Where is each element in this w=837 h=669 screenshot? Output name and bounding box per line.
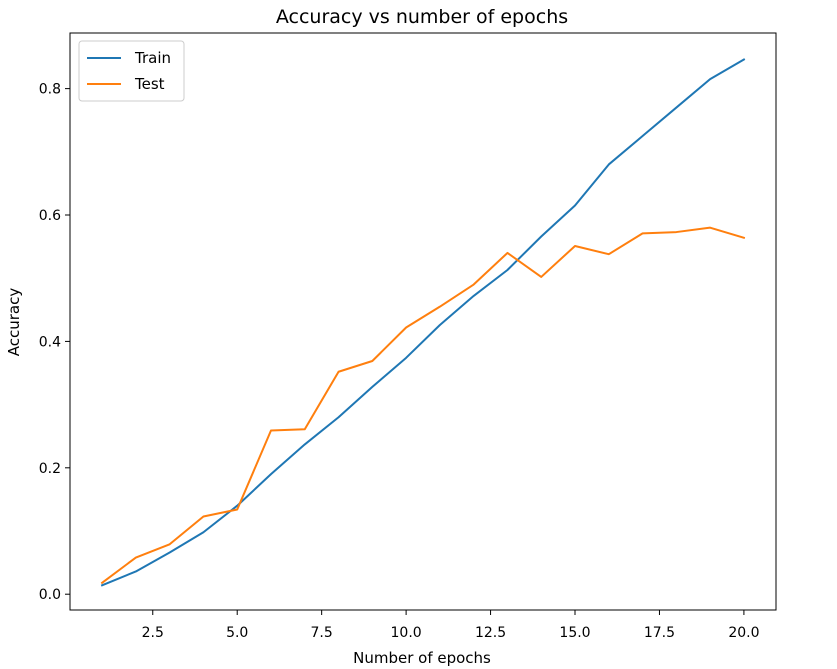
y-tick-label: 0.4 — [39, 334, 61, 350]
chart-title: Accuracy vs number of epochs — [276, 6, 568, 28]
series-line-test — [100, 226, 746, 585]
x-tick-label: 7.5 — [311, 625, 333, 641]
x-tick-label: 10.0 — [391, 625, 422, 641]
y-tick-label: 0.0 — [39, 587, 61, 603]
x-tick-label: 20.0 — [728, 625, 759, 641]
legend-test-label: Test — [134, 75, 165, 93]
x-tick-label: 17.5 — [644, 625, 675, 641]
plot-frame — [69, 32, 777, 611]
y-tick-label: 0.8 — [39, 82, 61, 98]
legend-train-label: Train — [134, 49, 171, 67]
series-line-train — [100, 58, 746, 587]
y-axis-label: Accuracy — [5, 288, 23, 357]
x-tick-label: 5.0 — [226, 625, 248, 641]
legend: Train Test — [78, 40, 185, 102]
x-axis-label: Number of epochs — [353, 649, 491, 667]
y-tick-label: 0.6 — [39, 208, 61, 224]
plot-lines — [100, 58, 746, 587]
x-tick-label: 15.0 — [559, 625, 590, 641]
x-tick-label: 12.5 — [475, 625, 506, 641]
y-tick-label: 0.2 — [39, 461, 61, 477]
y-axis: 0.0 0.2 0.4 0.6 0.8 — [39, 82, 70, 603]
x-axis: 2.5 5.0 7.5 10.0 12.5 15.0 17.5 20.0 — [142, 610, 759, 641]
x-tick-label: 2.5 — [142, 625, 164, 641]
legend-box — [78, 40, 185, 102]
